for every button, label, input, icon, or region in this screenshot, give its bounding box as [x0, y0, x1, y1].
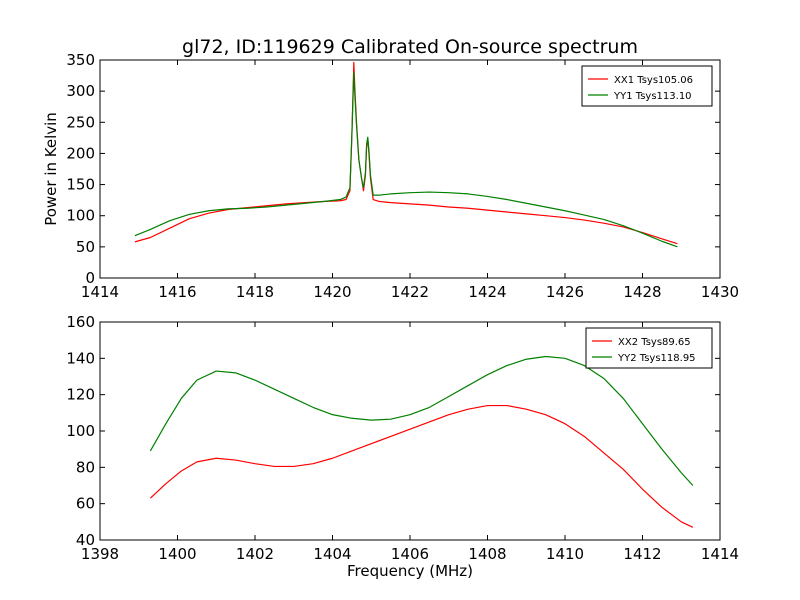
series-line-xx — [149, 404, 694, 528]
x-tick-label: 1402 — [236, 545, 274, 563]
x-tick-label: 1414 — [81, 283, 119, 301]
x-tick-label: 1406 — [391, 545, 429, 563]
y-axis-label: Power in Kelvin — [42, 112, 60, 226]
series-line-yy — [149, 355, 694, 486]
y-tick-label: 100 — [66, 422, 95, 440]
series-line-yy — [134, 71, 678, 248]
legend-entry: YY1 Tsys113.10 — [613, 91, 692, 102]
x-tick-label: 1426 — [546, 283, 584, 301]
y-tick-label: 140 — [66, 349, 95, 367]
figure-title: gl72, ID:119629 Calibrated On-source spe… — [182, 36, 638, 58]
x-tick-label: 1414 — [701, 545, 739, 563]
y-tick-label: 160 — [66, 313, 95, 331]
legend: XX1 Tsys105.06 YY1 Tsys113.10 — [581, 65, 713, 107]
x-tick-label: 1428 — [623, 283, 661, 301]
legend-box — [585, 327, 713, 369]
y-tick-label: 120 — [66, 386, 95, 404]
top-chart-panel: 1414 1416 1418 1420 1422 1424 1426 1428 1430 0 50 1… — [42, 51, 739, 301]
x-tick-label: 1404 — [313, 545, 351, 563]
legend-entry: YY2 Tsys118.95 — [617, 353, 696, 364]
y-tick-label: 0 — [85, 269, 95, 287]
y-tick-label: 350 — [66, 51, 95, 69]
x-tick-label: 1422 — [391, 283, 429, 301]
legend-entry: XX1 Tsys105.06 — [614, 75, 693, 86]
x-tick-label: 1412 — [623, 545, 661, 563]
y-tick-label: 250 — [66, 113, 95, 131]
x-tick-label: 1420 — [313, 283, 351, 301]
x-tick-label: 1400 — [158, 545, 196, 563]
y-tick-label: 40 — [76, 531, 95, 549]
x-tick-label: 1418 — [236, 283, 274, 301]
x-tick-label: 1430 — [701, 283, 739, 301]
y-tick-label: 300 — [66, 82, 95, 100]
y-tick-label: 100 — [66, 207, 95, 225]
y-tick-label: 200 — [66, 144, 95, 162]
legend: XX2 Tsys89.65 YY2 Tsys118.95 — [585, 327, 713, 369]
x-tick-label: 1416 — [158, 283, 196, 301]
legend-entry: XX2 Tsys89.65 — [618, 337, 691, 348]
y-tick-label: 150 — [66, 176, 95, 194]
x-tick-label: 1410 — [546, 545, 584, 563]
y-tick-label: 50 — [76, 238, 95, 256]
x-axis-label: Frequency (MHz) — [347, 562, 473, 580]
bottom-chart-panel: 1398 1400 1402 1404 1406 1408 1410 1412 1414 40 60… — [66, 313, 739, 580]
x-tick-label: 1408 — [468, 545, 506, 563]
y-tick-label: 60 — [76, 495, 95, 513]
x-tick-label: 1398 — [81, 545, 119, 563]
y-tick-label: 80 — [76, 458, 95, 476]
legend-box — [581, 65, 713, 107]
x-tick-label: 1424 — [468, 283, 506, 301]
